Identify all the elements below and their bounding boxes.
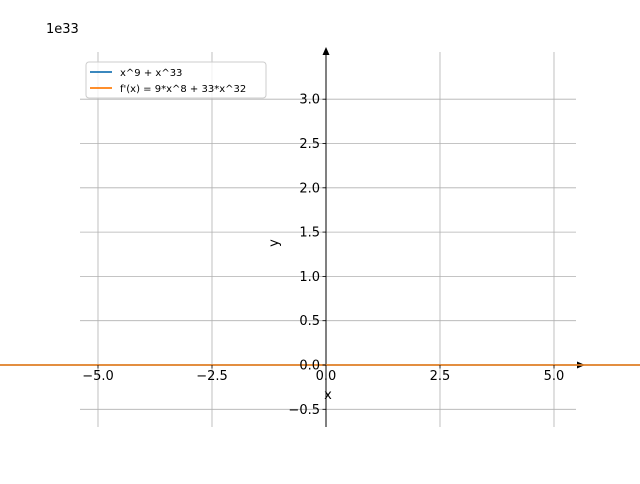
x-tick-label: 5.0 xyxy=(544,369,565,384)
legend-label-1: x^9 + x^33 xyxy=(120,68,182,79)
y-axis-arrow xyxy=(322,47,330,55)
y-tick-label: 2.5 xyxy=(299,137,320,152)
axis-offset-label: 1e33 xyxy=(46,22,79,37)
x-tick-label: −2.5 xyxy=(196,369,228,384)
y-tick-label: 1.5 xyxy=(299,226,320,241)
legend-label-2: f'(x) = 9*x^8 + 33*x^32 xyxy=(120,84,246,95)
tick-labels: −10.0−7.5−5.0−2.50.02.55.07.510.0−0.50.0… xyxy=(82,93,565,418)
y-tick-label: 1.0 xyxy=(299,270,320,285)
x-tick-label: 0.0 xyxy=(316,369,337,384)
y-tick-label: −0.5 xyxy=(288,403,320,418)
y-tick-label: 3.0 xyxy=(299,93,320,108)
series-line-2 xyxy=(0,364,640,366)
legend-box xyxy=(85,61,267,99)
y-tick-label: 0.5 xyxy=(299,314,320,329)
y-tick-label: 2.0 xyxy=(299,181,320,196)
legend: x^9 + x^33 f'(x) = 9*x^8 + 33*x^32 xyxy=(85,61,267,99)
y-tick-label: 0.0 xyxy=(299,359,320,374)
x-tick-label: 2.5 xyxy=(430,369,451,384)
y-axis-label: y xyxy=(267,239,282,247)
x-tick-label: −5.0 xyxy=(82,369,114,384)
x-axis-label: x xyxy=(324,388,332,403)
